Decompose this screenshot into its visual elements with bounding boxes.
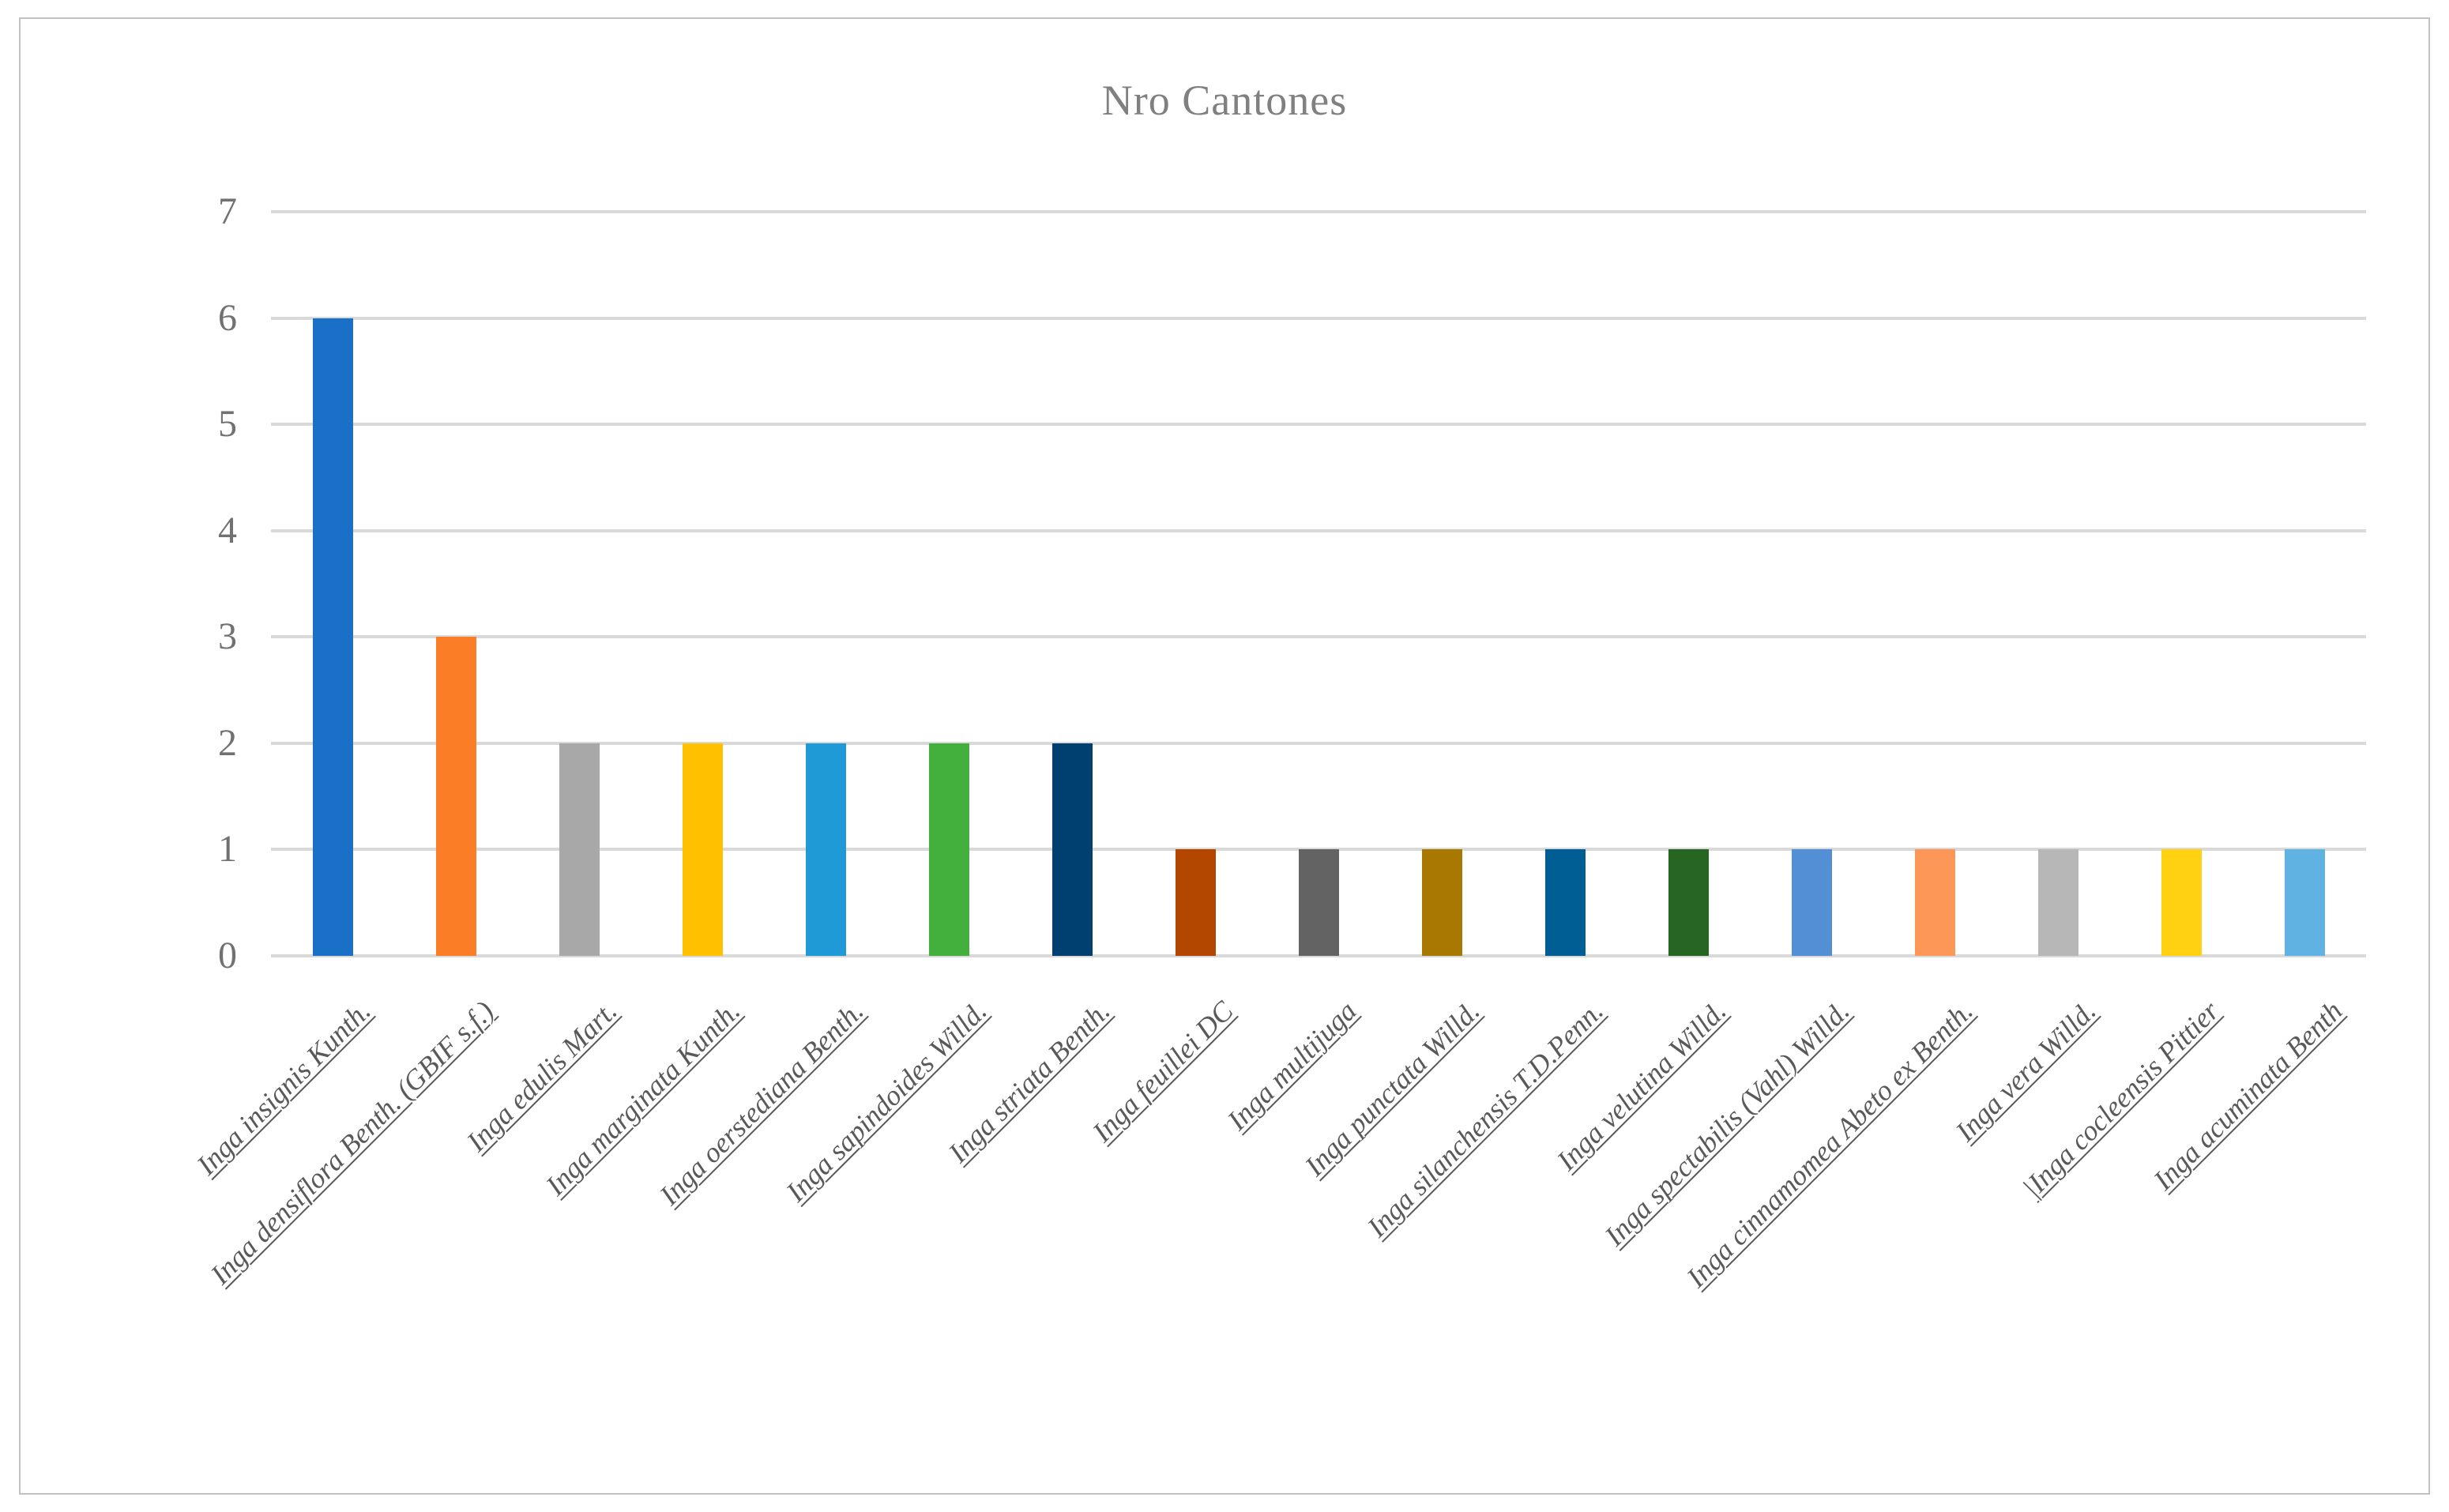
y-tick-label: 6 (218, 296, 237, 339)
bar (559, 743, 600, 956)
y-tick-label: 3 (218, 615, 237, 658)
bar (1175, 849, 1216, 956)
y-tick-label: 0 (218, 935, 237, 976)
chart-title: Nro Cantones (1101, 77, 1348, 124)
gridline-y4 (271, 528, 2366, 532)
gridline-y0 (271, 954, 2366, 957)
y-tick-label: 5 (218, 403, 237, 446)
bar (312, 318, 353, 956)
bar (2284, 849, 2325, 956)
bar (2161, 849, 2202, 956)
bar (928, 743, 969, 956)
y-tick-label: 4 (218, 509, 237, 551)
bar (1791, 849, 1832, 956)
bar (1051, 743, 1093, 956)
y-tick-label: 1 (218, 828, 237, 871)
gridline-y7 (271, 210, 2366, 213)
bar (1298, 849, 1339, 956)
bar (682, 743, 723, 956)
gridline-y5 (271, 423, 2366, 427)
y-tick-label: 7 (218, 190, 237, 232)
bar (1668, 849, 1709, 956)
bar (1421, 849, 1462, 956)
bar (435, 637, 476, 956)
gridline-y3 (271, 635, 2366, 639)
bar (1544, 849, 1586, 956)
y-tick-label: 2 (218, 721, 237, 764)
chart-frame (19, 17, 2430, 1495)
bar (2037, 849, 2078, 956)
gridline-y2 (271, 741, 2366, 745)
bar (805, 743, 846, 956)
gridline-y6 (271, 316, 2366, 320)
bar (1914, 849, 1955, 956)
